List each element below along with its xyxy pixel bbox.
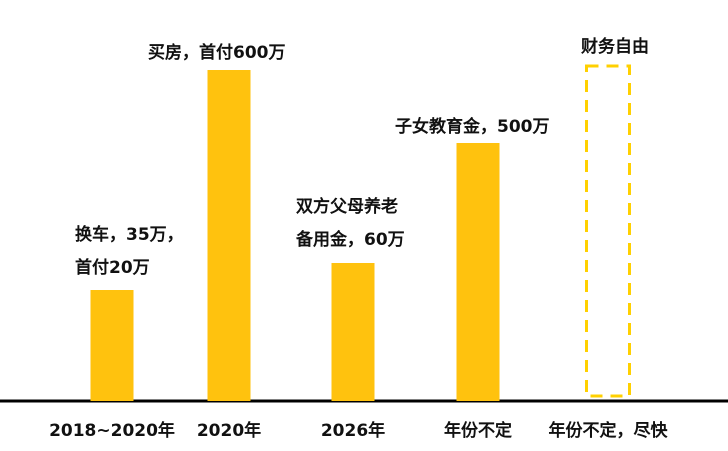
bar-2 xyxy=(331,263,375,401)
x-tick-label-4: 年份不定，尽快 xyxy=(549,420,669,441)
bar-label-2-line-0: 双方父母养老 xyxy=(296,196,398,217)
bar-label-0-line-0: 换车，35万， xyxy=(75,224,184,245)
bar-0 xyxy=(90,290,134,401)
x-tick-label-0: 2018~2020年 xyxy=(49,420,175,441)
bar-label-3-line-0: 子女教育金，500万 xyxy=(395,116,550,137)
bar-label-2-line-1: 备用金，60万 xyxy=(295,229,405,250)
bar-financial-freedom-dashed xyxy=(585,64,631,398)
bar-label-0-line-1: 首付20万 xyxy=(75,257,150,278)
x-tick-label-3: 年份不定 xyxy=(444,420,512,441)
bar-label-4-line-0: 财务自由 xyxy=(580,36,649,57)
bar-1 xyxy=(207,70,251,401)
x-tick-label-2: 2026年 xyxy=(321,420,385,441)
x-tick-label-1: 2020年 xyxy=(197,420,261,441)
bar-label-1-line-0: 买房，首付600万 xyxy=(148,42,286,63)
bar-3 xyxy=(456,143,500,401)
